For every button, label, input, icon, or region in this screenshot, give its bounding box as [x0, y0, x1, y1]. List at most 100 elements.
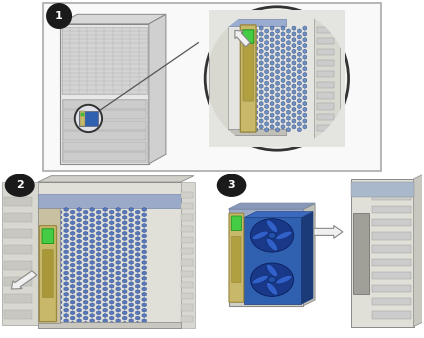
Ellipse shape [267, 264, 278, 277]
FancyBboxPatch shape [209, 10, 345, 147]
Polygon shape [235, 30, 250, 47]
FancyBboxPatch shape [2, 182, 38, 325]
FancyBboxPatch shape [4, 197, 31, 206]
FancyBboxPatch shape [317, 60, 334, 66]
FancyBboxPatch shape [372, 285, 411, 292]
Polygon shape [60, 14, 166, 24]
FancyBboxPatch shape [317, 49, 334, 55]
FancyBboxPatch shape [209, 11, 228, 146]
FancyBboxPatch shape [38, 194, 181, 209]
FancyBboxPatch shape [181, 226, 193, 232]
FancyBboxPatch shape [229, 209, 304, 216]
Ellipse shape [276, 231, 292, 240]
FancyBboxPatch shape [63, 110, 146, 119]
FancyBboxPatch shape [181, 214, 193, 221]
Ellipse shape [252, 231, 268, 240]
FancyBboxPatch shape [63, 100, 146, 109]
FancyBboxPatch shape [181, 282, 193, 288]
FancyBboxPatch shape [4, 310, 31, 318]
FancyBboxPatch shape [181, 293, 193, 299]
FancyBboxPatch shape [229, 213, 244, 302]
Circle shape [205, 7, 349, 150]
FancyBboxPatch shape [240, 25, 256, 132]
Polygon shape [149, 14, 166, 164]
FancyBboxPatch shape [232, 216, 241, 231]
FancyBboxPatch shape [4, 213, 31, 222]
FancyBboxPatch shape [317, 114, 334, 120]
Polygon shape [413, 174, 423, 327]
FancyBboxPatch shape [228, 20, 286, 26]
FancyBboxPatch shape [181, 271, 193, 277]
FancyBboxPatch shape [79, 111, 98, 126]
FancyBboxPatch shape [317, 103, 334, 110]
Circle shape [268, 233, 276, 238]
Circle shape [251, 219, 294, 252]
Ellipse shape [276, 275, 292, 284]
Polygon shape [314, 225, 343, 238]
FancyBboxPatch shape [243, 30, 254, 43]
FancyBboxPatch shape [181, 192, 193, 198]
Circle shape [75, 105, 102, 132]
FancyBboxPatch shape [181, 248, 193, 254]
FancyBboxPatch shape [181, 203, 193, 209]
Ellipse shape [267, 238, 278, 251]
FancyBboxPatch shape [317, 71, 334, 77]
FancyBboxPatch shape [38, 322, 181, 328]
FancyBboxPatch shape [353, 213, 369, 294]
Text: 2: 2 [16, 180, 24, 190]
Circle shape [251, 263, 294, 296]
FancyBboxPatch shape [317, 38, 334, 44]
FancyBboxPatch shape [317, 27, 334, 33]
Polygon shape [301, 212, 313, 304]
FancyBboxPatch shape [39, 226, 56, 322]
Polygon shape [11, 271, 37, 289]
FancyBboxPatch shape [42, 229, 54, 243]
FancyBboxPatch shape [351, 179, 413, 327]
Ellipse shape [252, 275, 268, 284]
FancyBboxPatch shape [372, 245, 411, 253]
FancyBboxPatch shape [372, 272, 411, 279]
FancyBboxPatch shape [181, 259, 193, 266]
FancyBboxPatch shape [317, 81, 334, 88]
FancyBboxPatch shape [372, 259, 411, 266]
FancyBboxPatch shape [4, 277, 31, 286]
FancyBboxPatch shape [42, 250, 53, 298]
Circle shape [47, 4, 71, 28]
FancyBboxPatch shape [372, 206, 411, 213]
FancyBboxPatch shape [62, 27, 147, 94]
Polygon shape [304, 203, 315, 306]
Text: 3: 3 [228, 180, 235, 190]
Polygon shape [245, 212, 313, 217]
FancyBboxPatch shape [63, 131, 146, 141]
FancyBboxPatch shape [38, 209, 60, 323]
FancyBboxPatch shape [228, 129, 286, 135]
FancyBboxPatch shape [181, 182, 195, 328]
FancyBboxPatch shape [62, 99, 147, 162]
Polygon shape [229, 203, 315, 209]
FancyBboxPatch shape [181, 304, 193, 311]
FancyBboxPatch shape [229, 209, 304, 306]
FancyBboxPatch shape [232, 236, 241, 283]
FancyBboxPatch shape [4, 293, 31, 303]
FancyBboxPatch shape [372, 298, 411, 306]
FancyBboxPatch shape [181, 237, 193, 243]
Polygon shape [38, 176, 194, 182]
FancyBboxPatch shape [60, 24, 149, 164]
FancyBboxPatch shape [372, 219, 411, 226]
FancyBboxPatch shape [372, 232, 411, 240]
FancyBboxPatch shape [181, 316, 193, 322]
FancyBboxPatch shape [38, 182, 181, 328]
Circle shape [218, 174, 245, 196]
FancyBboxPatch shape [80, 111, 85, 126]
Ellipse shape [267, 220, 278, 233]
FancyBboxPatch shape [63, 121, 146, 130]
FancyBboxPatch shape [315, 11, 340, 146]
FancyBboxPatch shape [243, 39, 253, 101]
FancyBboxPatch shape [317, 93, 334, 99]
Polygon shape [229, 203, 315, 209]
Circle shape [6, 174, 34, 196]
FancyBboxPatch shape [245, 217, 301, 304]
FancyBboxPatch shape [372, 193, 411, 200]
FancyBboxPatch shape [4, 261, 31, 270]
Text: 1: 1 [55, 11, 63, 21]
